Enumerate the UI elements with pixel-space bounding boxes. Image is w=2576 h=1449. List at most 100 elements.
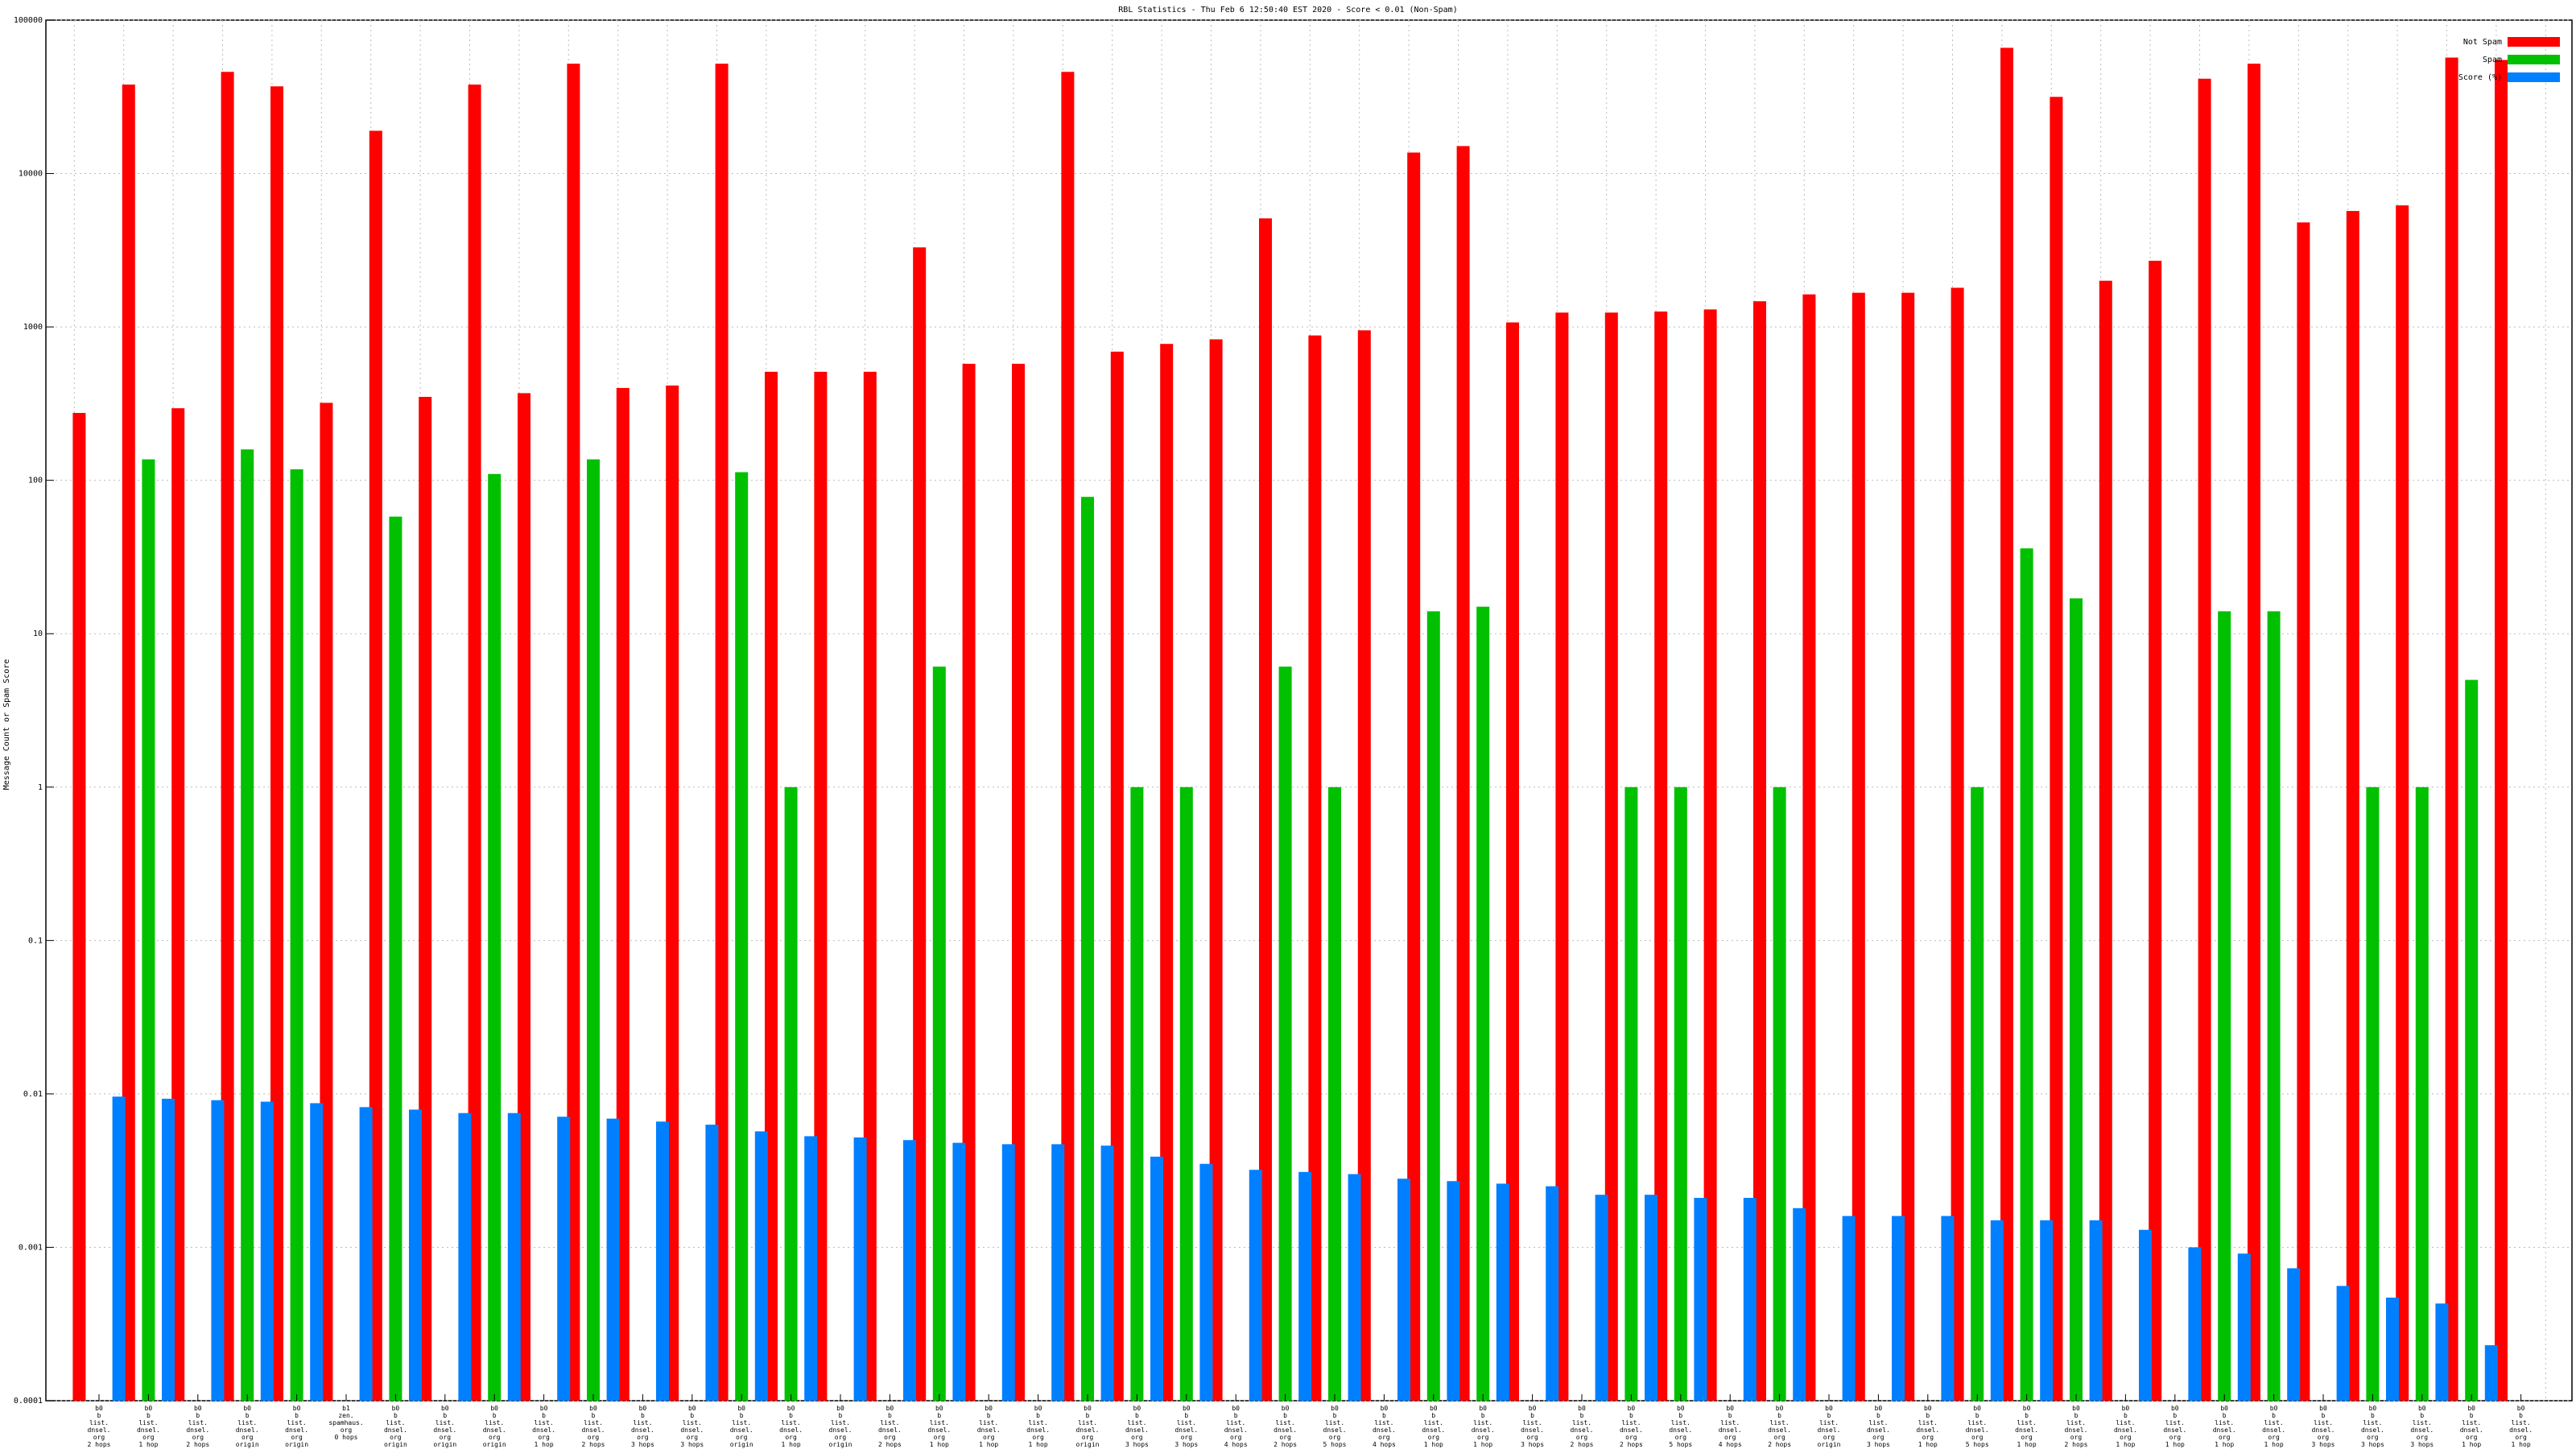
y-tick-label: 0.01 — [23, 1090, 43, 1099]
bar — [1081, 497, 1094, 1401]
bar — [1674, 786, 1687, 1401]
bar — [2267, 611, 2281, 1401]
bar — [606, 1118, 620, 1401]
bar — [705, 1125, 719, 1401]
legend-label: Not Spam — [2463, 38, 2502, 47]
bar — [1951, 287, 1964, 1401]
bar — [2099, 280, 2112, 1401]
bar — [754, 1131, 768, 1401]
x-tick-label: b0 b list. dnsel. org origin — [235, 1405, 259, 1448]
bar — [1990, 1220, 2004, 1401]
bar — [1852, 292, 1865, 1401]
bar — [1506, 322, 1519, 1402]
bar — [2198, 78, 2211, 1401]
x-tick-label: b0 b list. dnsel. org origin — [285, 1405, 309, 1448]
bar — [260, 1101, 274, 1401]
bar — [1150, 1156, 1163, 1401]
bar — [1259, 218, 1272, 1402]
bar — [2070, 598, 2083, 1401]
bar — [1209, 339, 1223, 1401]
bar — [507, 1113, 521, 1401]
x-tick-label: b0 b list. dnsel. org 5 hops — [1323, 1405, 1347, 1448]
bar — [2336, 1286, 2350, 1401]
x-tick-label: b0 b list. dnsel. org 4 hops — [1224, 1405, 1248, 1448]
bar — [1100, 1146, 1114, 1401]
legend-label: Spam — [2483, 56, 2502, 64]
bar — [1447, 1181, 1460, 1401]
bar — [784, 786, 798, 1401]
bar — [1773, 786, 1786, 1401]
bar — [1694, 1198, 1707, 1401]
bar — [468, 85, 481, 1401]
x-tick-label: b0 b list. dnsel. org 3 hops — [1521, 1405, 1545, 1448]
legend-swatch — [2508, 37, 2560, 47]
y-tick-label: 10000 — [19, 170, 43, 179]
y-tick-label: 0.001 — [19, 1243, 43, 1252]
bar — [2237, 1253, 2251, 1401]
bar — [2366, 786, 2380, 1401]
x-tick-label: b0 b list. dnsel. org 3 hops — [2311, 1405, 2335, 1448]
bar — [458, 1113, 472, 1401]
x-tick-label: b0 b list. dnsel. org origin — [482, 1405, 506, 1448]
x-tick-label: b0 b list. dnsel. org 3 hops — [680, 1405, 704, 1448]
bar — [2346, 211, 2359, 1401]
x-tick-label: b0 b list. dnsel. org 1 hop — [2163, 1405, 2187, 1448]
bar — [1971, 786, 1984, 1401]
bar — [2139, 1229, 2152, 1401]
bar — [557, 1117, 571, 1401]
bar — [2188, 1247, 2202, 1401]
bar — [1456, 146, 1470, 1402]
x-tick-label: b0 b list. dnsel. org 2 hops — [1274, 1405, 1298, 1448]
x-tick-label: b0 b list. dnsel. org 2 hops — [1619, 1405, 1643, 1448]
y-tick-label: 1000 — [23, 323, 43, 332]
bar — [488, 473, 502, 1401]
bar — [171, 408, 185, 1402]
legend-swatch — [2508, 55, 2560, 64]
x-tick-label: b0 b list. dnsel. org 3 hops — [2360, 1405, 2384, 1448]
bar — [587, 459, 600, 1402]
bar — [567, 64, 580, 1401]
bar — [656, 1121, 669, 1401]
bar — [518, 393, 530, 1401]
bar — [1160, 344, 1174, 1401]
y-tick-label: 100000 — [14, 16, 43, 25]
bar — [1308, 335, 1322, 1402]
x-tick-label: b0 b list. dnsel. org 1 hop — [927, 1405, 952, 1448]
x-tick-label: b0 b list. dnsel. org origin — [1075, 1405, 1100, 1448]
bar — [2495, 60, 2508, 1401]
x-tick-label: b0 b list. dnsel. org 1 hop — [779, 1405, 803, 1448]
bar — [2218, 611, 2231, 1401]
x-tick-label: b0 b list. dnsel. org origin — [729, 1405, 753, 1448]
x-tick-label: b0 b list. dnsel. org 5 hops — [1669, 1405, 1693, 1448]
x-tick-label: b0 b list. dnsel. org 1 hop — [2262, 1405, 2286, 1448]
y-tick-label: 0.1 — [28, 936, 43, 945]
bar — [1793, 1208, 1806, 1401]
x-tick-label: b0 b list. dnsel. org origin — [383, 1405, 407, 1448]
bar — [2149, 260, 2162, 1401]
bar — [310, 1103, 324, 1401]
bar — [72, 412, 86, 1401]
bar — [666, 385, 679, 1401]
legend-swatch — [2508, 72, 2560, 82]
x-tick-label: b0 b list. dnsel. org 2 hops — [186, 1405, 210, 1448]
x-tick-label: b0 b list. dnsel. org 3 hops — [630, 1405, 654, 1448]
bar — [1476, 606, 1490, 1401]
bar — [1703, 309, 1717, 1401]
bar — [1348, 1174, 1361, 1401]
bar — [2089, 1220, 2103, 1401]
x-tick-label: b0 b list. dnsel. org 2 hops — [1570, 1405, 1594, 1448]
x-tick-label: b0 b list. dnsel. org 1 hop — [2212, 1405, 2236, 1448]
bar — [735, 472, 749, 1401]
x-tick-label: b0 b list. dnsel. org 5 hops — [1965, 1405, 1989, 1448]
x-tick-label: b0 b list. dnsel. org 2 hops — [877, 1405, 902, 1448]
x-tick-label: b0 b list. dnsel. org 3 hops — [1174, 1405, 1199, 1448]
bar — [2297, 222, 2310, 1401]
bar — [1199, 1163, 1213, 1401]
x-tick-label: b0 b list. dnsel. org 2 hops — [2064, 1405, 2088, 1448]
x-tick-label: b0 b list. dnsel. org 2 hops — [87, 1405, 111, 1448]
legend-label: Score (%) — [2458, 73, 2502, 82]
x-tick-label: b0 b list. dnsel. org 1 hop — [2509, 1405, 2533, 1448]
bar — [1061, 72, 1075, 1401]
bar — [2484, 1345, 2498, 1401]
